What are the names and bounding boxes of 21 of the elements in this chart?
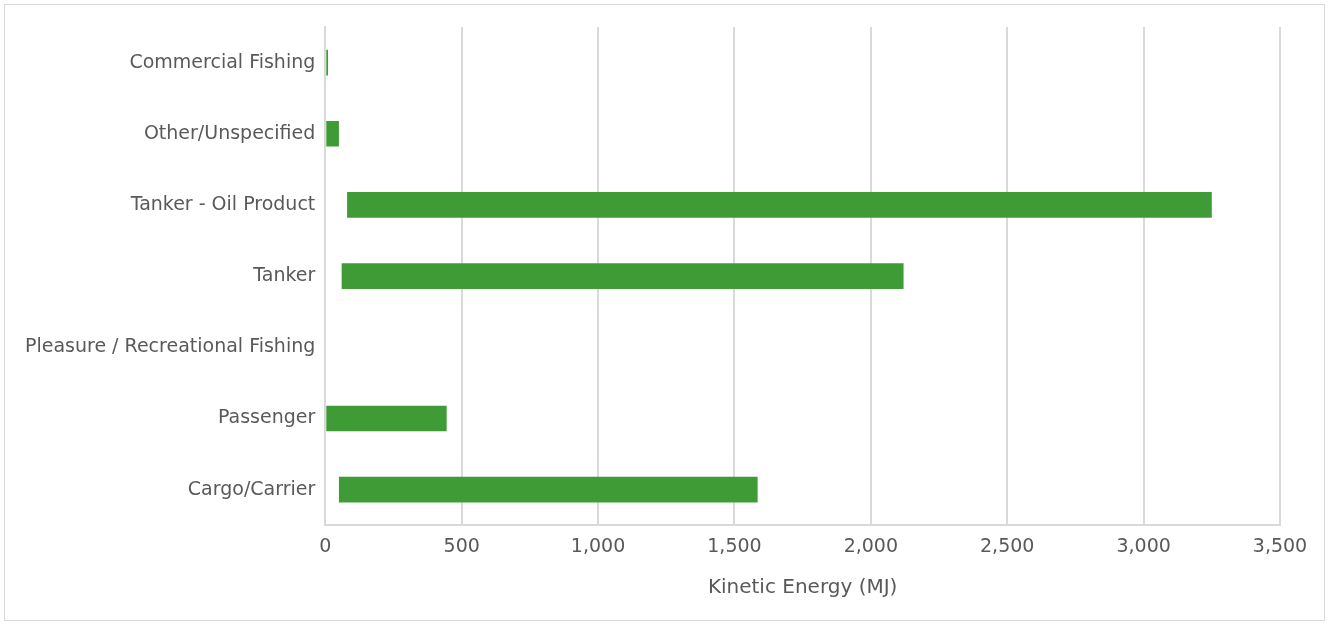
bar bbox=[347, 192, 1212, 218]
bar bbox=[326, 405, 447, 432]
y-tick-label: Passenger bbox=[217, 405, 316, 428]
y-tick-label: Cargo/Carrier bbox=[187, 476, 316, 499]
bar bbox=[338, 476, 758, 503]
x-tick-label: 0 bbox=[319, 533, 332, 556]
bar bbox=[341, 263, 904, 289]
x-tick-label: 3,500 bbox=[1252, 533, 1308, 556]
y-tick-label: Pleasure / Recreational Fishing bbox=[24, 334, 316, 357]
bar bbox=[326, 120, 339, 147]
x-tick-label: 2,500 bbox=[980, 533, 1035, 556]
x-tick-label: 500 bbox=[443, 533, 480, 556]
y-tick-label: Tanker bbox=[252, 263, 316, 286]
y-tick-label: Commercial Fishing bbox=[129, 49, 316, 72]
x-tick-label: 3,000 bbox=[1116, 533, 1171, 556]
y-tick-label: Tanker - Oil Product bbox=[129, 191, 316, 214]
x-tick-label: 1,500 bbox=[707, 533, 762, 556]
y-tick-label: Other/Unspecified bbox=[143, 120, 316, 143]
x-tick-label: 1,000 bbox=[570, 533, 626, 556]
x-tick-label: 2,000 bbox=[843, 533, 899, 556]
x-axis-title: Kinetic Energy (MJ) bbox=[707, 574, 898, 599]
